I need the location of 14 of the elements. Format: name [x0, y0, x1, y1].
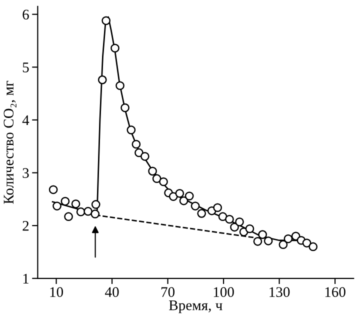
y-tick-label: 6 [22, 10, 29, 20]
x-tick-label: 100 [214, 287, 234, 297]
y-tick-label: 5 [22, 62, 29, 72]
y-tick-label: 3 [22, 168, 29, 178]
x-tick-label: 40 [105, 287, 119, 297]
x-axis-title: Время, ч [169, 300, 222, 314]
y-axis-title: Количество CO₂, мг [4, 80, 16, 204]
x-tick-label: 130 [270, 287, 290, 297]
x-tick-label: 70 [161, 287, 175, 297]
x-tick-label: 160 [325, 287, 346, 297]
y-tick-label: 1 [23, 274, 28, 284]
x-tick-label: 10 [50, 287, 64, 297]
y-tick-label: 2 [22, 220, 29, 231]
y-tick-label: 4 [22, 115, 30, 126]
